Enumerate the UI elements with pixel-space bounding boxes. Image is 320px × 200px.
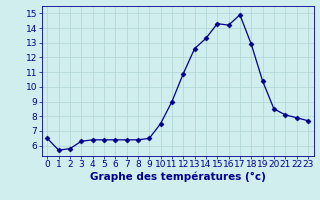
X-axis label: Graphe des températures (°c): Graphe des températures (°c) [90, 172, 266, 182]
